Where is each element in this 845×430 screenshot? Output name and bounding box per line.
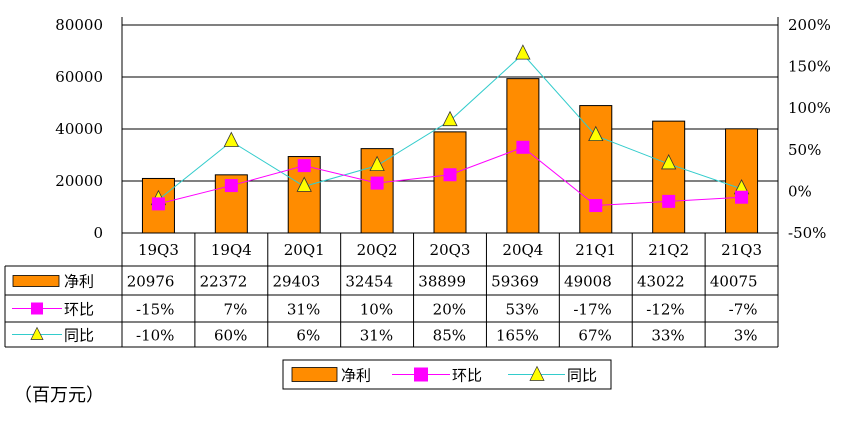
data-point-triangle: [369, 155, 385, 172]
data-point-triangle: [588, 125, 604, 142]
data-point-triangle: [296, 176, 312, 192]
table-cell-value: 59369: [491, 273, 539, 291]
table-cell-value: 20976: [127, 273, 175, 291]
table-cell-value: -17%: [573, 301, 611, 319]
legend-label: 净利: [341, 367, 371, 385]
row-header-label: 净利: [64, 273, 94, 291]
data-point-square: [589, 199, 603, 213]
data-point-triangle: [661, 154, 677, 170]
data-point-square: [151, 197, 165, 211]
series-lines: [150, 44, 750, 213]
table-cell-value: 40075: [710, 273, 758, 291]
table-cell-value: 10%: [360, 301, 393, 319]
category-label: 20Q3: [430, 241, 471, 259]
table-cell-value: 7%: [224, 301, 248, 319]
table-cell-value: 60%: [214, 327, 247, 345]
table-cell-value: 22372: [200, 273, 248, 291]
legend-key-bar: [291, 367, 338, 382]
table-cell-value: 3%: [734, 327, 758, 345]
legend-key-marker: [414, 367, 428, 382]
category-label: 21Q2: [648, 241, 689, 259]
y-left-tick-label: 40000: [55, 120, 103, 138]
table-cell-value: 67%: [578, 327, 611, 345]
y-right-tick-label: 100%: [788, 99, 831, 117]
legend-key-marker: [529, 365, 545, 381]
table-cell-value: 38899: [418, 273, 466, 291]
category-label: 21Q3: [721, 241, 762, 259]
bar: [360, 148, 394, 234]
y-left-tick-label: 60000: [55, 68, 103, 86]
table-cell-value: -10%: [136, 327, 174, 345]
row-key-bar: [12, 275, 60, 287]
table-cell-value: 165%: [496, 327, 539, 345]
table-cell-value: 6%: [296, 327, 320, 345]
category-label: 19Q3: [138, 241, 179, 259]
table-cell-value: 49008: [564, 273, 612, 291]
table-cell-value: -7%: [729, 301, 758, 319]
bar: [579, 105, 613, 234]
y-right-tick-label: 150%: [788, 58, 831, 76]
row-key-marker: [31, 302, 43, 315]
y-right-tick-label: -50%: [788, 224, 826, 242]
data-point-triangle: [515, 44, 531, 60]
data-point-square: [370, 176, 384, 190]
y-right-tick-label: 50%: [788, 141, 821, 159]
table-cell-value: 32454: [345, 273, 393, 291]
row-header-label: 环比: [64, 301, 94, 319]
y-left-tick-label: 0: [93, 224, 103, 242]
data-point-triangle: [442, 110, 458, 127]
data-point-square: [224, 179, 238, 193]
row-header-label: 同比: [64, 327, 94, 345]
y-right-tick-label: 200%: [788, 16, 831, 34]
legend-label: 环比: [452, 367, 482, 385]
row-key-marker: [30, 326, 44, 340]
table-cell-value: 31%: [287, 301, 320, 319]
data-table: 19Q3 19Q4 20Q1 20Q2 20Q3 20Q4 21Q1 21Q2 21Q3 净利 20…: [4, 232, 778, 348]
table-cell-value: 53%: [506, 301, 539, 319]
table-cell-value: 43022: [637, 273, 685, 291]
table-cell-value: 31%: [360, 327, 393, 345]
y-left-tick-label: 80000: [55, 16, 103, 34]
data-point-square: [662, 194, 676, 208]
axes: 0 20000 40000 60000 80000 -50% 0% 50% 100% 150% 20…: [55, 16, 831, 347]
legend: 净利 环比 同比: [282, 359, 612, 390]
bar: [433, 131, 467, 234]
data-point-square: [443, 168, 457, 182]
data-point-triangle: [223, 131, 239, 147]
table-cell-value: 33%: [651, 327, 684, 345]
unit-note: （百万元）: [14, 385, 104, 406]
legend-label: 同比: [567, 367, 597, 385]
data-point-square: [735, 190, 749, 204]
table-cell-value: 20%: [433, 301, 466, 319]
table-cell-value: 85%: [433, 327, 466, 345]
category-label: 21Q1: [575, 241, 616, 259]
category-label: 19Q4: [211, 241, 252, 259]
y-right-tick-label: 0%: [788, 182, 812, 200]
category-label: 20Q1: [284, 241, 325, 259]
category-label: 20Q4: [502, 241, 543, 259]
bars: [141, 78, 759, 234]
table-cell-value: 29403: [273, 273, 321, 291]
category-label: 20Q2: [357, 241, 398, 259]
data-point-square: [516, 140, 530, 154]
data-point-square: [297, 159, 311, 173]
bar: [652, 120, 686, 234]
table-cell-value: -12%: [646, 301, 684, 319]
table-cell-value: -15%: [136, 301, 174, 319]
y-left-tick-label: 20000: [55, 172, 103, 190]
